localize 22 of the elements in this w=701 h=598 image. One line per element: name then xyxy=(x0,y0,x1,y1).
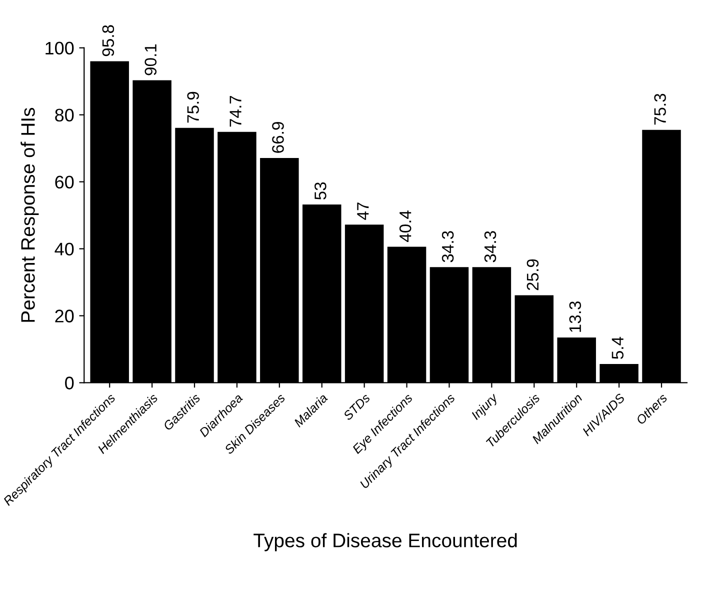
y-tick-label: 20 xyxy=(55,310,74,322)
data-label: 34.3 xyxy=(484,231,496,262)
y-tick-label: 40 xyxy=(54,242,74,256)
data-label: 75.9 xyxy=(187,92,199,123)
data-label: 74.7 xyxy=(230,96,242,127)
y-axis-title: Percent Response of HIs xyxy=(20,108,39,322)
data-label: 34.3 xyxy=(442,231,454,262)
data-label: 90.1 xyxy=(144,44,157,76)
data-label: 25.9 xyxy=(526,259,539,290)
y-tick-label: 100 xyxy=(46,42,74,55)
data-label: 75.3 xyxy=(654,94,666,125)
data-label: 47 xyxy=(357,202,369,220)
y-tick-label: 0 xyxy=(65,376,74,390)
data-label: 95.8 xyxy=(102,25,114,56)
data-label: 13.3 xyxy=(569,301,582,332)
y-tick-label: 80 xyxy=(55,108,74,122)
x-axis-title: Types of Disease Encountered xyxy=(254,533,517,552)
data-label: 66.9 xyxy=(272,122,284,153)
data-label: 53 xyxy=(314,182,326,200)
y-tick-label: 60 xyxy=(55,176,74,189)
data-label: 5.4 xyxy=(612,336,624,359)
data-label: 40.4 xyxy=(399,210,412,242)
